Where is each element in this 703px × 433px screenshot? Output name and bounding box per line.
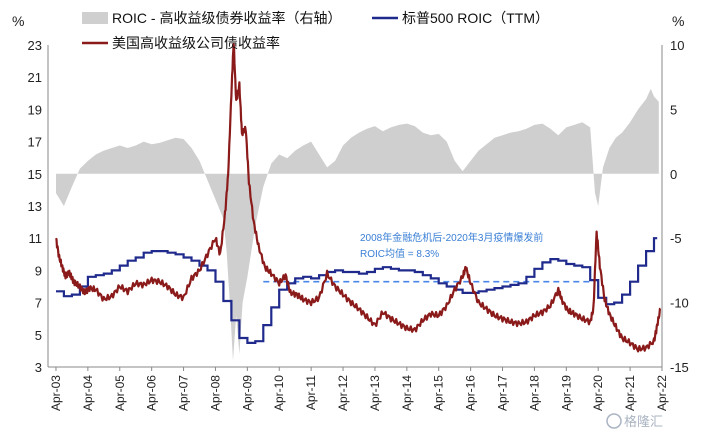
left-tick-label: 7 (35, 296, 42, 311)
x-tick-label: Apr-13 (368, 375, 382, 411)
annotation-line-2: ROIC均值 = 8.3% (360, 247, 439, 260)
x-tick-label: Apr-18 (527, 375, 541, 411)
annotation-line-1: 2008年金融危机后-2020年3月疫情爆发前 (360, 231, 543, 244)
left-tick-label: 13 (28, 199, 42, 214)
legend-swatch-area (82, 12, 108, 24)
axes-layer (47, 45, 663, 371)
x-tick-label: Apr-11 (304, 375, 318, 410)
right-tick-label: -5 (670, 231, 682, 246)
legend-label-roic: 标普500 ROIC（TTM） (402, 10, 549, 26)
x-tick-label: Apr-09 (240, 375, 254, 411)
x-tick-label: Apr-06 (145, 375, 159, 411)
right-tick-label: -10 (670, 296, 689, 311)
series-area-roic-spread (56, 88, 659, 361)
x-tick-label: Apr-07 (177, 375, 191, 411)
x-tick-label: Apr-20 (591, 375, 605, 411)
x-tick-label: Apr-04 (81, 375, 95, 411)
series-line-sp500-roic (56, 237, 658, 344)
watermark-text: 格隆汇 (624, 414, 663, 429)
legend: ROIC - 高收益级债券收益率（右轴） 标普500 ROIC（TTM） 美国高收益… (82, 10, 549, 51)
right-tick-label: 10 (670, 38, 684, 53)
x-tick-label: Apr-12 (336, 375, 350, 411)
x-tick-label: Apr-08 (208, 375, 222, 411)
left-tick-label: 9 (35, 263, 42, 278)
glh-logo-icon (606, 413, 622, 429)
x-tick-label: Apr-22 (655, 375, 669, 411)
text-layer: 3 5 7 9 11 13 15 17 19 21 23 -15 -10 -5 0 5 10% % Apr-03 Ap… (12, 13, 689, 429)
right-unit-label: % (672, 13, 684, 29)
left-tick-label: 23 (28, 38, 42, 53)
x-tick-label: Apr-19 (559, 375, 573, 411)
lines-layer (54, 42, 661, 353)
left-tick-label: 5 (35, 328, 42, 343)
x-tick-label: Apr-10 (272, 375, 286, 411)
x-tick-label: Apr-16 (464, 375, 478, 411)
legend-label-area: ROIC - 高收益级债券收益率（右轴） (112, 10, 341, 26)
right-tick-label: 0 (670, 167, 677, 182)
left-tick-label: 17 (28, 135, 42, 150)
x-tick-label: Apr-14 (400, 375, 414, 411)
left-tick-label: 15 (28, 167, 42, 182)
x-tick-label: Apr-05 (113, 375, 127, 411)
left-tick-label: 21 (28, 70, 42, 85)
area-layer (56, 88, 659, 361)
legend-label-yield: 美国高收益级公司债收益率 (112, 35, 280, 51)
x-tick-label: Apr-03 (49, 375, 63, 411)
x-tick-label: Apr-17 (496, 375, 510, 411)
left-tick-label: 19 (28, 102, 42, 117)
left-tick-label: 3 (35, 360, 42, 375)
right-tick-label: -15 (670, 360, 689, 375)
x-tick-label: Apr-21 (623, 375, 637, 411)
series-line-hy-yield (54, 42, 661, 353)
left-tick-label: 11 (29, 231, 43, 246)
right-tick-label: 5 (670, 102, 677, 117)
left-unit-label: % (12, 13, 24, 29)
x-tick-label: Apr-15 (432, 375, 446, 411)
